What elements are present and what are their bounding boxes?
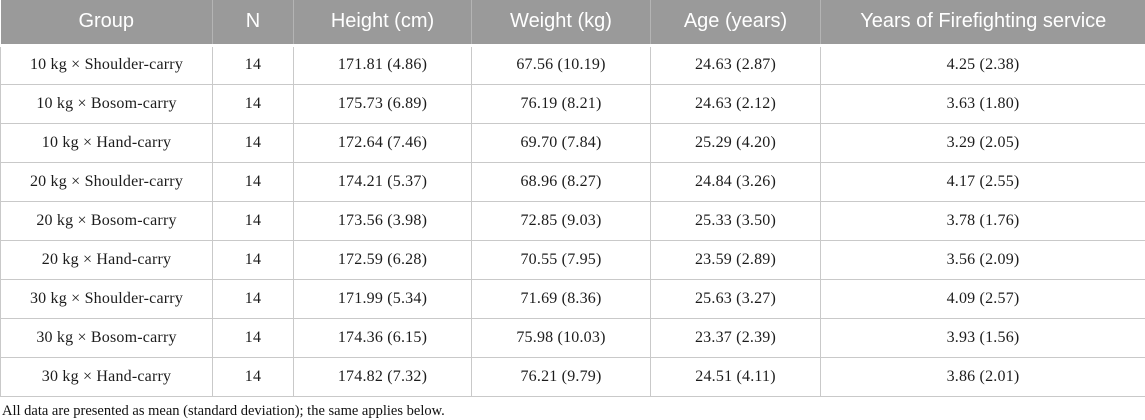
column-header: Age (years)	[651, 0, 821, 45]
table-cell: 25.29 (4.20)	[651, 123, 821, 162]
column-header: Years of Firefighting service	[821, 0, 1145, 45]
table-cell: 30 kg × Bosom-carry	[1, 318, 213, 357]
column-header: N	[213, 0, 294, 45]
table-cell: 172.64 (7.46)	[294, 123, 472, 162]
table-cell: 30 kg × Shoulder-carry	[1, 279, 213, 318]
table-cell: 14	[213, 240, 294, 279]
table-cell: 171.81 (4.86)	[294, 45, 472, 84]
table-cell: 14	[213, 318, 294, 357]
table-cell: 4.17 (2.55)	[821, 162, 1145, 201]
table-cell: 174.36 (6.15)	[294, 318, 472, 357]
table-cell: 67.56 (10.19)	[472, 45, 651, 84]
table-cell: 14	[213, 45, 294, 84]
table-cell: 3.29 (2.05)	[821, 123, 1145, 162]
table-cell: 171.99 (5.34)	[294, 279, 472, 318]
table-cell: 172.59 (6.28)	[294, 240, 472, 279]
table-cell: 10 kg × Hand-carry	[1, 123, 213, 162]
table-cell: 4.09 (2.57)	[821, 279, 1145, 318]
table-cell: 3.86 (2.01)	[821, 357, 1145, 396]
table-cell: 14	[213, 201, 294, 240]
table-cell: 76.19 (8.21)	[472, 84, 651, 123]
table-cell: 20 kg × Shoulder-carry	[1, 162, 213, 201]
table-cell: 25.33 (3.50)	[651, 201, 821, 240]
column-header: Group	[1, 0, 213, 45]
table-cell: 3.56 (2.09)	[821, 240, 1145, 279]
table-cell: 10 kg × Shoulder-carry	[1, 45, 213, 84]
table-cell: 76.21 (9.79)	[472, 357, 651, 396]
table-cell: 173.56 (3.98)	[294, 201, 472, 240]
table-cell: 4.25 (2.38)	[821, 45, 1145, 84]
column-header: Height (cm)	[294, 0, 472, 45]
table-cell: 23.37 (2.39)	[651, 318, 821, 357]
table-cell: 24.63 (2.12)	[651, 84, 821, 123]
table-cell: 10 kg × Bosom-carry	[1, 84, 213, 123]
table-cell: 14	[213, 357, 294, 396]
table-cell: 3.78 (1.76)	[821, 201, 1145, 240]
table-cell: 174.21 (5.37)	[294, 162, 472, 201]
table-cell: 3.63 (1.80)	[821, 84, 1145, 123]
table-cell: 3.93 (1.56)	[821, 318, 1145, 357]
table-cell: 20 kg × Bosom-carry	[1, 201, 213, 240]
table-cell: 174.82 (7.32)	[294, 357, 472, 396]
table-cell: 70.55 (7.95)	[472, 240, 651, 279]
table-footnote: All data are presented as mean (standard…	[0, 397, 1145, 420]
table-cell: 30 kg × Hand-carry	[1, 357, 213, 396]
table-cell: 75.98 (10.03)	[472, 318, 651, 357]
table-cell: 14	[213, 279, 294, 318]
table-cell: 71.69 (8.36)	[472, 279, 651, 318]
table-cell: 24.63 (2.87)	[651, 45, 821, 84]
table-cell: 14	[213, 84, 294, 123]
table-cell: 175.73 (6.89)	[294, 84, 472, 123]
table-cell: 14	[213, 123, 294, 162]
table-cell: 20 kg × Hand-carry	[1, 240, 213, 279]
column-header: Weight (kg)	[472, 0, 651, 45]
table-cell: 23.59 (2.89)	[651, 240, 821, 279]
table-cell: 25.63 (3.27)	[651, 279, 821, 318]
table-cell: 24.84 (3.26)	[651, 162, 821, 201]
table-cell: 68.96 (8.27)	[472, 162, 651, 201]
table-cell: 24.51 (4.11)	[651, 357, 821, 396]
table-cell: 69.70 (7.84)	[472, 123, 651, 162]
table-cell: 14	[213, 162, 294, 201]
table-cell: 72.85 (9.03)	[472, 201, 651, 240]
